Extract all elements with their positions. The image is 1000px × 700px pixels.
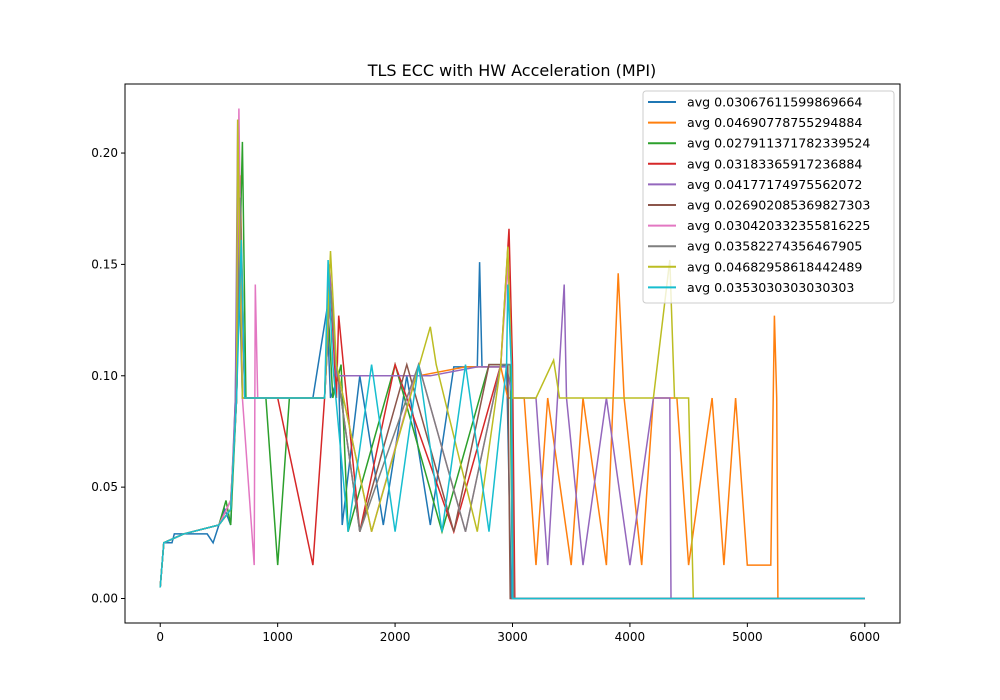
y-tick-label: 0.05 [91, 480, 118, 494]
y-tick-label: 0.10 [91, 369, 118, 383]
x-tick-label: 5000 [732, 630, 763, 644]
legend-label: avg 0.0353030303030303 [687, 280, 854, 295]
y-axis: 0.00 0.05 0.10 0.15 0.20 [91, 146, 125, 606]
series-line-10 [159, 239, 865, 600]
x-tick-label: 3000 [497, 630, 528, 644]
legend-label: avg 0.04682958618442489 [687, 259, 862, 274]
legend-label: avg 0.04690778755294884 [687, 115, 862, 130]
y-tick-label: 0.00 [91, 592, 118, 606]
y-tick-label: 0.20 [91, 146, 118, 160]
y-tick-label: 0.15 [91, 257, 118, 271]
legend-label: avg 0.03067611599869664 [687, 95, 862, 110]
legend: avg 0.03067611599869664 avg 0.04690778755… [642, 90, 895, 304]
legend-label: avg 0.03582274356467905 [687, 239, 862, 254]
chart-title: TLS ECC with HW Acceleration (MPI) [367, 61, 657, 80]
legend-label: avg 0.04177174975562072 [687, 177, 862, 192]
x-tick-label: 4000 [615, 630, 646, 644]
legend-label: avg 0.030420332355816225 [687, 218, 870, 233]
x-tick-label: 2000 [380, 630, 411, 644]
legend-label: avg 0.027911371782339524 [687, 136, 870, 151]
legend-box [642, 90, 895, 304]
x-axis: 0 1000 2000 3000 4000 5000 6000 [156, 623, 880, 644]
x-tick-label: 0 [156, 630, 164, 644]
legend-label: avg 0.026902085369827303 [687, 198, 870, 213]
x-tick-label: 6000 [849, 630, 880, 644]
legend-label: avg 0.03183365917236884 [687, 156, 862, 171]
x-tick-label: 1000 [262, 630, 293, 644]
series-group [159, 108, 865, 600]
